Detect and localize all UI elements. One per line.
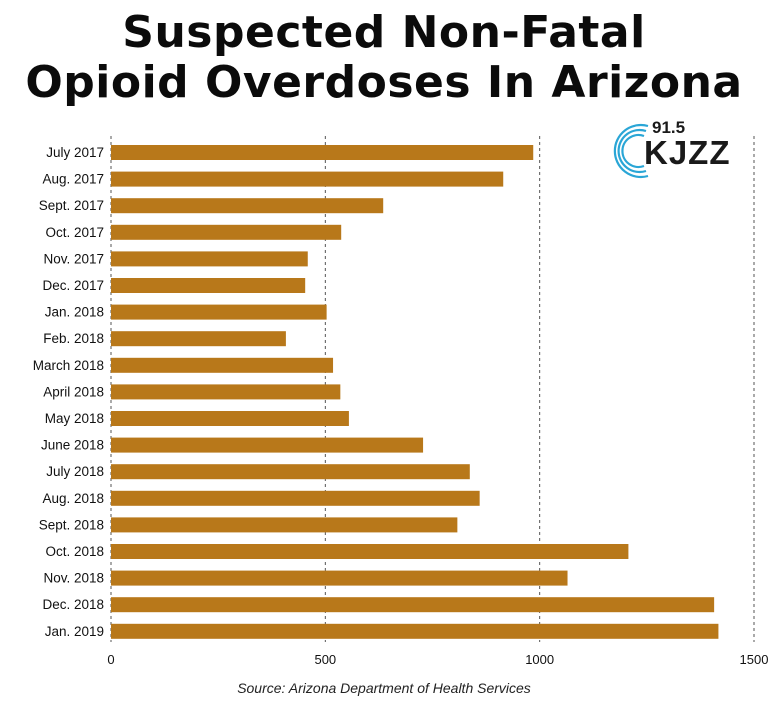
x-axis-ticks: 0 500 1000 1500 [107,652,768,667]
category-label: June 2018 [41,438,104,453]
x-tick-label: 500 [314,652,336,667]
category-label: Nov. 2017 [43,251,104,266]
logo-arcs-icon [613,123,649,179]
bars [111,145,719,639]
category-label: Aug. 2017 [42,172,104,187]
category-label: Oct. 2018 [45,544,104,559]
bar-18 [111,623,719,639]
x-tick-label: 1000 [525,652,554,667]
category-label: Sept. 2017 [39,198,104,213]
category-label: April 2018 [43,384,104,399]
kjzz-logo: 91.5 KJZZ [604,116,730,186]
category-label: May 2018 [45,411,104,426]
logo-name: KJZZ [644,134,731,171]
category-label: Sept. 2018 [39,517,104,532]
category-label: Dec. 2018 [42,597,104,612]
bar-5 [111,278,306,293]
x-tick-label: 0 [107,652,114,667]
source-note: Source: Arizona Department of Health Ser… [237,680,531,696]
category-label: Oct. 2017 [45,225,104,240]
bar-16 [111,570,568,586]
bar-9 [111,384,341,400]
category-label: Aug. 2018 [42,491,104,506]
bar-13 [111,490,480,506]
category-label: Jan. 2019 [45,624,104,639]
bar-3 [111,224,342,240]
bar-6 [111,304,327,320]
bar-0 [111,145,534,160]
bar-15 [111,544,629,559]
category-label: Dec. 2017 [42,278,104,293]
category-label: Nov. 2018 [43,571,104,586]
category-labels: July 2017 Aug. 2017 Sept. 2017 Oct. 2017 Nov… [33,145,104,639]
category-label: July 2018 [46,464,104,479]
bar-8 [111,357,334,373]
bar-11 [111,437,424,453]
category-label: Feb. 2018 [43,331,104,346]
category-label: March 2018 [33,358,104,373]
x-tick-label: 1500 [740,652,768,667]
bar-4 [111,251,308,267]
logo-frequency: 91.5 [652,118,686,137]
bar-1 [111,171,504,187]
bar-17 [111,597,715,613]
chart-title-line-2: Opioid Overdoses In Arizona [25,57,743,108]
bar-7 [111,331,286,347]
bar-12 [111,464,470,480]
chart-title: Suspected Non-Fatal Opioid Overdoses In … [0,8,768,108]
bar-14 [111,517,458,533]
bar-10 [111,411,349,426]
category-label: July 2017 [46,145,104,160]
chart-title-line-1: Suspected Non-Fatal [122,7,646,58]
bar-2 [111,198,384,214]
category-label: Jan. 2018 [45,305,104,320]
